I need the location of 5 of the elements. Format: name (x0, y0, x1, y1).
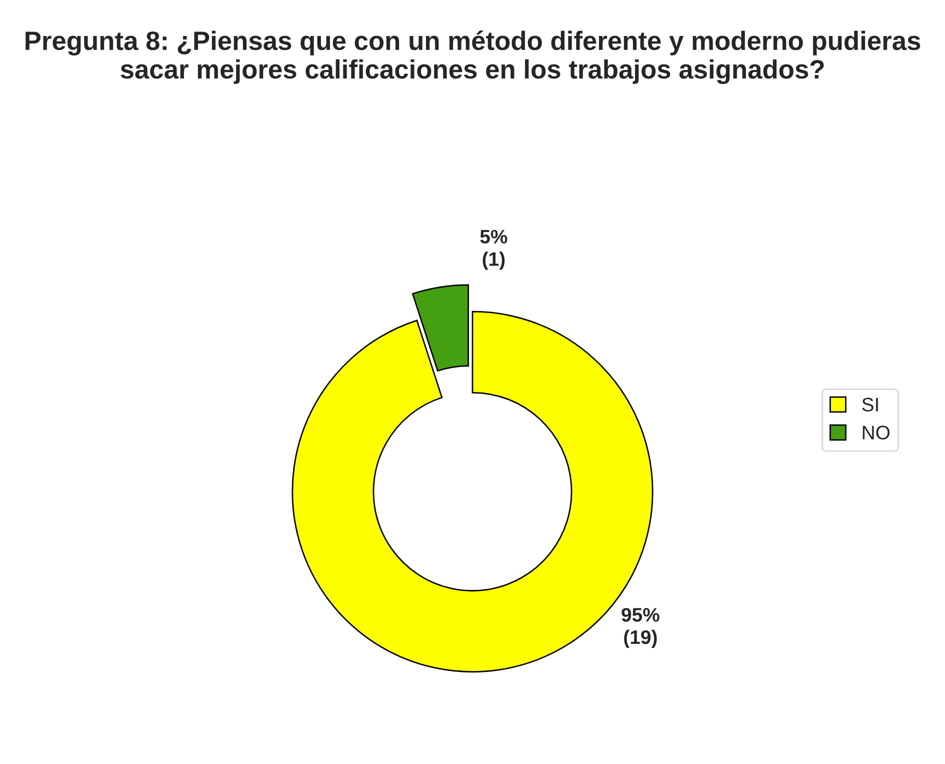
data-label: 95% (19) (622, 608, 660, 648)
data-label: 5% (1) (480, 230, 508, 270)
legend-label: SI (862, 398, 878, 412)
chart-title: Pregunta 8: ¿Piensas que con un método diferente y moderno pudieras sacar mejores calificaciones en los trabajos asignados? (26, 30, 920, 84)
legend-label: NO (862, 426, 890, 440)
